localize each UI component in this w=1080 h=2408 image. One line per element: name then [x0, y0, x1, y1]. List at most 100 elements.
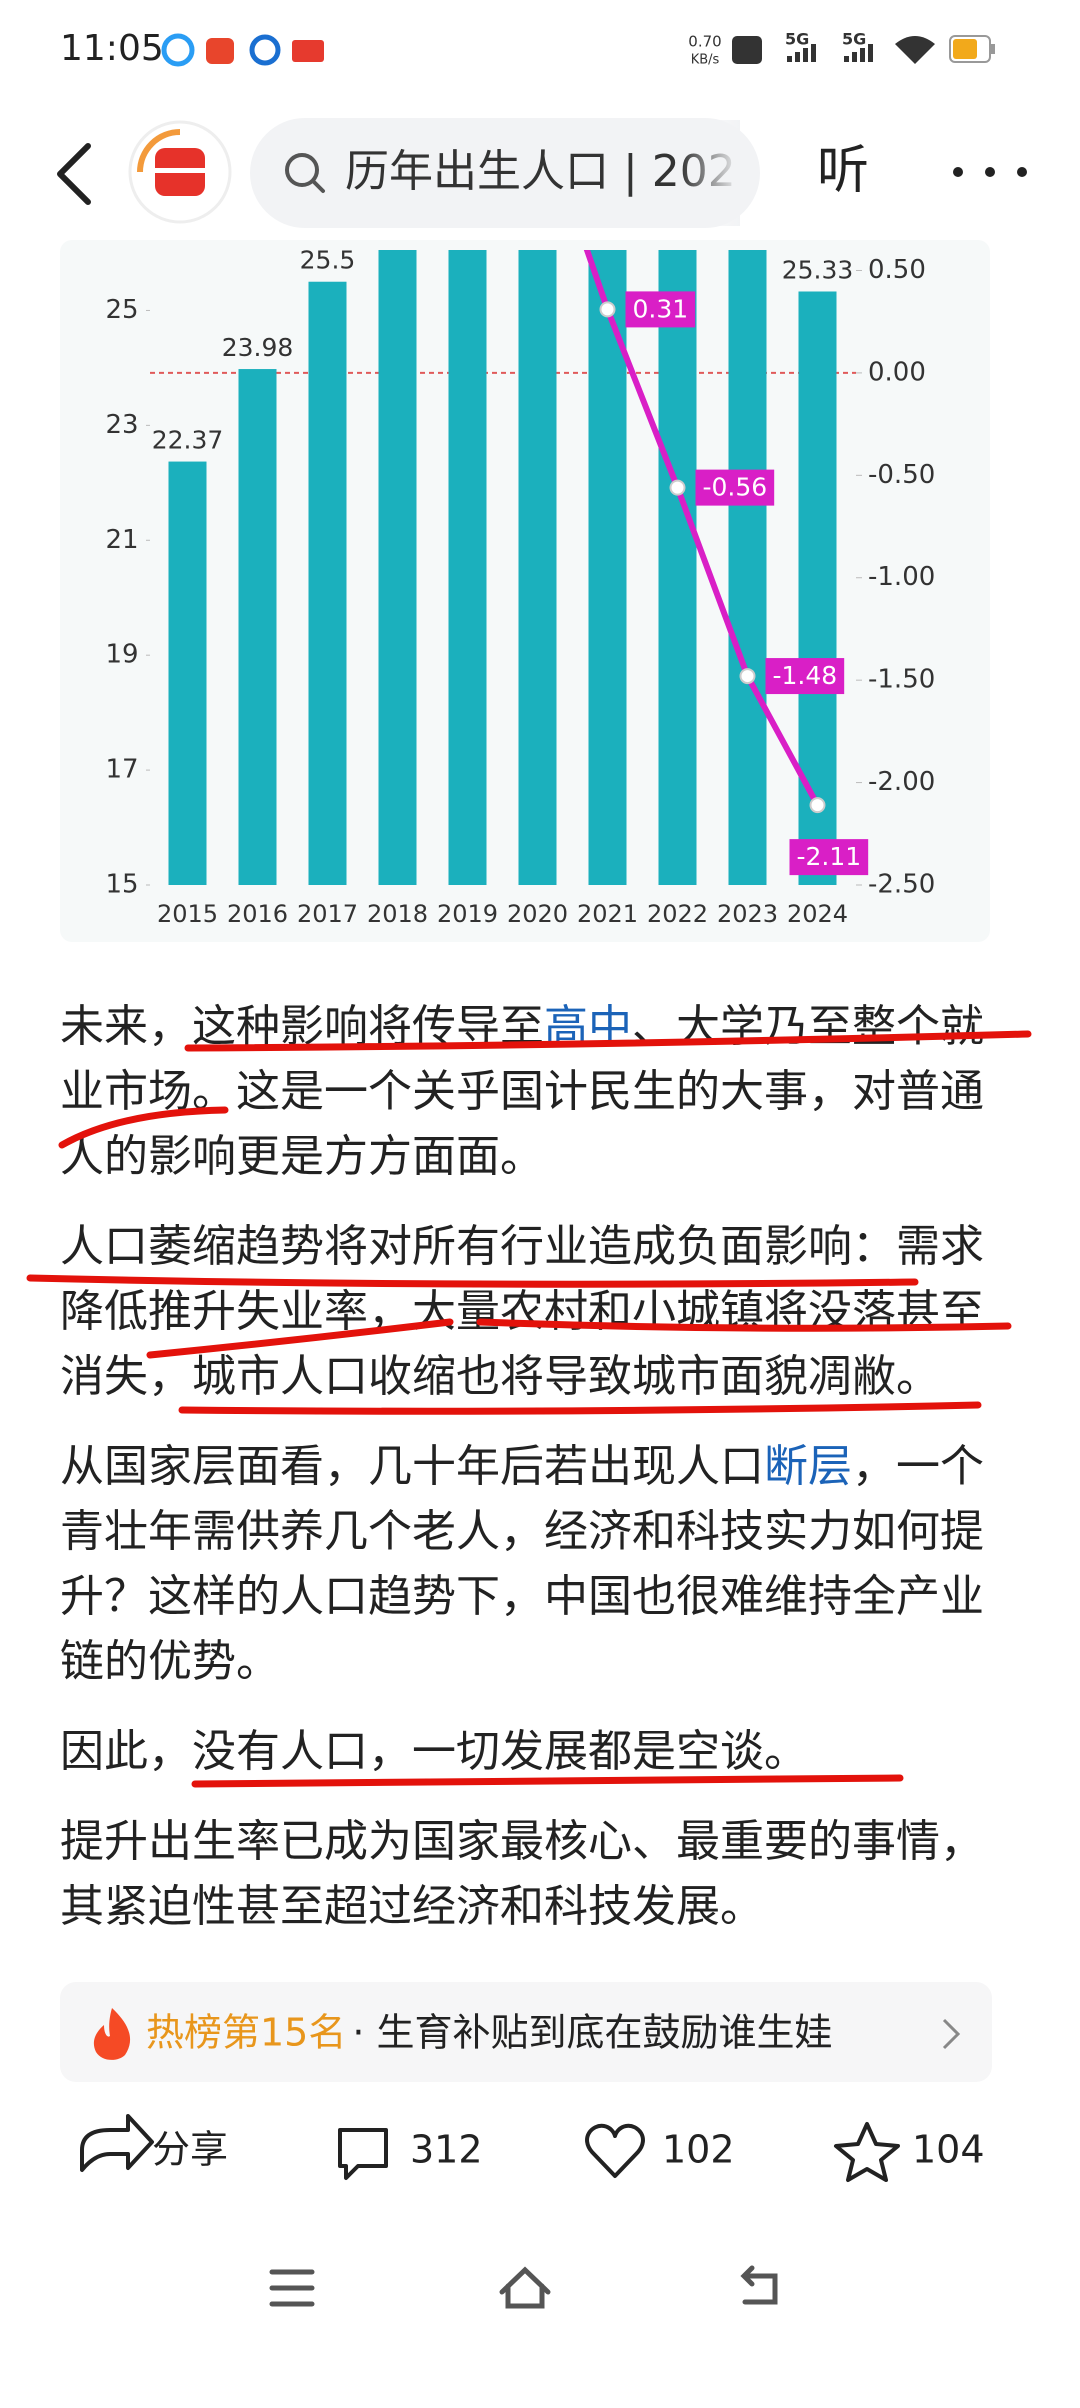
text-run: 、大学乃至整个就业市场。这是一个关乎国计民生的大事，对普通人的影响更是方方面面。 — [60, 1001, 984, 1182]
bar — [658, 250, 697, 885]
nav-menu[interactable] — [269, 2269, 315, 2307]
signal-label: 5G — [842, 30, 866, 49]
signal-bars — [787, 44, 816, 62]
x-tick-label: 2024 — [787, 900, 848, 928]
like-count[interactable]: 102 — [662, 2128, 735, 2172]
bar — [308, 281, 347, 885]
share-label[interactable]: 分享 — [152, 2128, 228, 2172]
search-icon — [285, 153, 319, 187]
x-tick-label: 2018 — [367, 900, 428, 928]
share-icon[interactable] — [80, 2114, 154, 2172]
like-icon[interactable] — [585, 2123, 645, 2178]
text-run: 从国家层面看，几十年后若出现人口 — [60, 1441, 764, 1492]
wifi-icon — [895, 36, 935, 64]
paragraph: 提升出生率已成为国家最核心、最重要的事情，其紧迫性甚至超过经济和科技发展。 — [60, 1809, 995, 1939]
line-label-text: -0.56 — [703, 473, 768, 502]
signal-label: 5G — [785, 30, 809, 49]
paragraph: 因此，没有人口，一切发展都是空谈。 — [60, 1719, 995, 1784]
favorite-icon[interactable] — [834, 2122, 900, 2182]
line-label: -2.11 — [789, 839, 869, 876]
paragraph: 未来，这种影响将传导至高中、大学乃至整个就业市场。这是一个关乎国计民生的大事，对… — [60, 994, 995, 1189]
y2-tick-label: -1.50 — [868, 665, 935, 695]
line-label-text: -1.48 — [773, 661, 838, 690]
x-tick-label: 2017 — [297, 900, 358, 928]
comment-icon[interactable] — [338, 2128, 388, 2180]
net-speed-unit: KB/s — [691, 53, 720, 68]
status-app-icons — [161, 33, 324, 67]
net-speed: 0.70 — [688, 33, 721, 51]
back-button[interactable] — [57, 143, 91, 205]
bar-label: 23.98 — [222, 333, 294, 362]
y-tick-label: 19 — [105, 640, 138, 670]
bar — [168, 461, 207, 885]
paragraph: 从国家层面看，几十年后若出现人口断层，一个青壮年需供养几个老人，经济和科技实力如… — [60, 1434, 995, 1694]
line-label: 0.31 — [625, 291, 696, 328]
line-label-box — [789, 839, 869, 876]
bar — [378, 250, 417, 885]
bar — [518, 250, 557, 885]
chart: 15 17 19 21 23 25 -2.50 -2.00 -1.50 -1.00 -0.50 0.0… — [105, 100, 935, 928]
keyword-link[interactable]: 断层 — [764, 1441, 852, 1492]
x-tick-label: 2016 — [227, 900, 288, 928]
y2-tick-label: -1.00 — [868, 562, 935, 592]
bar — [728, 250, 767, 885]
line-label-box — [695, 469, 775, 506]
line-label-box — [765, 658, 845, 695]
keyword-link[interactable]: 高中 — [544, 1001, 632, 1052]
line-label-box — [625, 291, 696, 328]
x-tick-label: 2021 — [577, 900, 638, 928]
search-box[interactable] — [250, 118, 760, 228]
y-tick-label: 21 — [105, 525, 138, 555]
more-button[interactable] — [953, 167, 1027, 177]
listen-button[interactable]: 听 — [817, 141, 869, 201]
x-tick-label: 2023 — [717, 900, 778, 928]
x-tick-label: 2020 — [507, 900, 568, 928]
battery-level — [953, 39, 977, 59]
favorite-count[interactable]: 104 — [912, 2128, 985, 2172]
line-point — [809, 797, 826, 814]
bar — [238, 369, 277, 885]
line-label-text: -2.11 — [797, 842, 862, 871]
y-tick-label: 25 — [105, 295, 138, 325]
line-point — [669, 479, 686, 496]
y2-tick-label: -0.50 — [868, 460, 935, 490]
y-tick-label: 15 — [105, 870, 138, 900]
text-run: 提升出生率已成为国家最核心、最重要的事情，其紧迫性甚至超过经济和科技发展。 — [60, 1816, 984, 1932]
bar-label: 25.5 — [300, 246, 356, 275]
text-run: 因此，没有人口，一切发展都是空谈。 — [60, 1726, 808, 1777]
x-tick-label: 2015 — [157, 900, 218, 928]
app-avatar[interactable] — [128, 120, 232, 224]
text-run: 未来，这种影响将传导至 — [60, 1001, 544, 1052]
x-tick-label: 2019 — [437, 900, 498, 928]
line-label: -0.56 — [695, 469, 775, 506]
article: 未来，这种影响将传导至高中、大学乃至整个就业市场。这是一个关乎国计民生的大事，对… — [60, 994, 995, 1964]
y2-tick-label: 0.50 — [868, 255, 926, 285]
paragraph: 人口萎缩趋势将对所有行业造成负面影响：需求降低推升失业率，大量农村和小城镇将没落… — [60, 1214, 995, 1409]
line-point — [599, 301, 616, 318]
y2-tick-label: -2.50 — [868, 870, 935, 900]
y-tick-label: 17 — [105, 755, 138, 785]
nav-back[interactable] — [740, 2265, 778, 2305]
hd-icon — [732, 36, 762, 64]
nav-home[interactable] — [499, 2266, 551, 2309]
battery-tip — [991, 44, 995, 54]
search-icon-handle — [311, 179, 325, 193]
y2-tick-label: -2.00 — [868, 767, 935, 797]
battery — [949, 35, 991, 63]
bar — [448, 250, 487, 885]
chevron — [942, 2018, 961, 2050]
line-label: -1.48 — [765, 658, 845, 695]
signal-bars — [844, 44, 873, 62]
comment-count[interactable]: 312 — [410, 2128, 483, 2172]
hot-topic-bar[interactable] — [60, 1982, 992, 2082]
search-fade — [680, 120, 740, 226]
line-point — [531, 100, 545, 114]
hot-topic: · 生育补贴到底在鼓励谁生娃 — [352, 2011, 832, 2055]
hot-rank: 热榜第15名 — [146, 2011, 346, 2055]
line-point — [739, 668, 756, 685]
y2-tick-label: 0.00 — [868, 357, 926, 387]
bar — [588, 250, 627, 885]
y-tick-label: 23 — [105, 410, 138, 440]
line-label-text: 0.31 — [633, 294, 689, 323]
